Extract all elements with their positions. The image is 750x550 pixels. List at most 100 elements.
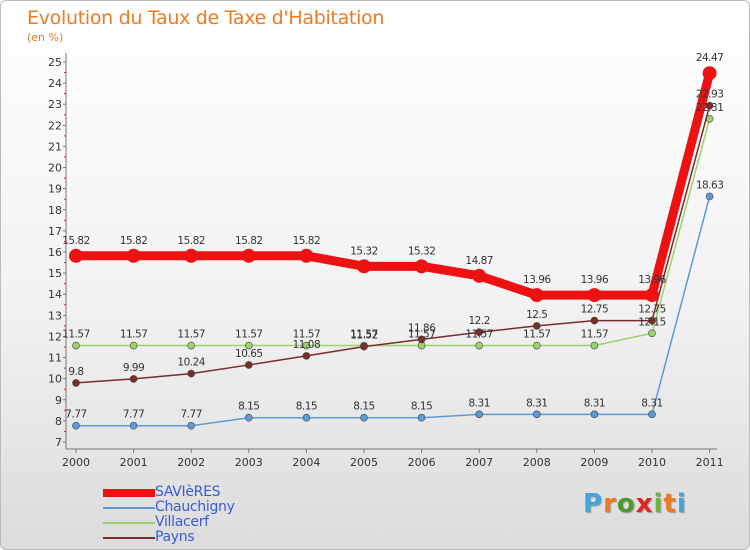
data-label: 15.82 [120,235,148,247]
y-tick-label: 9 [55,394,62,407]
logo-letter: i [653,489,664,519]
data-label: 15.32 [408,245,436,257]
data-label: 13.96 [581,274,609,286]
data-label: 12.75 [638,304,666,316]
y-tick-label: 14 [48,288,62,301]
data-label: 10.65 [235,348,263,360]
legend-label-payns: Payns [155,529,195,545]
data-point [129,421,138,430]
y-tick-label: 10 [48,373,62,386]
y-tick-label: 13 [48,309,62,322]
y-tick-label: 15 [48,267,62,280]
data-point [245,413,253,422]
data-label: 12.5 [526,309,547,321]
data-point [648,410,656,419]
data-point [645,288,659,303]
data-label: 12.2 [469,315,490,327]
data-point [529,288,544,303]
y-tick-label: 20 [48,162,62,175]
data-label: 22.93 [696,89,724,101]
data-label: 15.82 [62,235,90,247]
y-tick-label: 7 [55,436,62,449]
series-line-villacerf [76,118,711,347]
data-point [302,341,311,350]
data-point [187,341,195,350]
data-label: 9.8 [68,366,83,378]
data-point [705,192,714,201]
logo-letter: r [603,489,617,519]
y-tick-label: 22 [48,119,62,132]
data-label: 18.63 [696,179,724,191]
data-point [532,341,541,350]
data-point [648,329,656,338]
data-point [241,248,256,263]
data-label: 8.15 [411,401,432,413]
data-point [532,322,541,330]
data-point [72,421,80,430]
data-point [417,413,426,422]
data-point [129,375,138,383]
data-point [184,248,199,263]
data-label: 11.57 [523,329,551,341]
legend-label-savieres: SAVIèRES [155,484,221,500]
data-label: 8.15 [238,401,259,413]
data-label: 15.82 [293,235,321,247]
data-label: 11.57 [408,329,436,341]
data-point [69,248,83,263]
logo-letter: P [583,489,604,519]
y-tick-label: 17 [48,225,62,238]
data-label: 14.87 [465,255,493,267]
x-tick-label: 2001 [120,456,148,469]
data-point [360,413,368,422]
series-line-chauchigny [76,196,711,427]
x-tick-label: 2008 [523,456,551,469]
data-label: 9.99 [123,362,144,374]
data-point [702,66,717,81]
data-point [187,421,195,430]
x-tick-label: 2007 [465,456,493,469]
data-label: 11.57 [465,329,493,341]
data-point [299,248,314,263]
proxiti-logo: Proxiti [583,489,687,519]
data-point [472,268,487,283]
data-point [302,352,311,360]
data-point [72,379,80,387]
data-label: 7.77 [123,409,144,421]
legend-swatch-chauchigny [103,507,155,509]
legend-swatch-payns [103,537,155,539]
data-label: 24.47 [696,52,724,64]
data-label: 7.77 [181,409,202,421]
data-label: 11.08 [293,339,321,351]
data-point [414,259,429,274]
data-label: 10.24 [177,357,205,369]
data-label: 8.31 [526,397,547,409]
y-tick-label: 16 [48,246,62,259]
chart-title: Evolution du Taux de Taxe d'Habitation [27,7,385,29]
data-point [129,341,138,350]
series-line-payns [75,105,711,384]
x-tick-label: 2005 [350,456,378,469]
data-point [72,341,80,350]
data-label: 15.32 [350,245,378,257]
data-label: 8.15 [296,401,317,413]
data-label: 11.57 [62,329,90,341]
legend-swatch-villacerf [103,522,155,524]
logo-letter: t [663,489,677,519]
y-tick-label: 21 [48,140,62,153]
data-point [302,413,311,422]
data-point [590,316,599,325]
data-label: 11.57 [581,329,609,341]
data-point [475,328,484,337]
y-tick-label: 12 [48,330,62,343]
data-label: 11.57 [235,329,263,341]
legend-label-villacerf: Villacerf [155,514,209,530]
data-label: 15.82 [177,235,205,247]
data-label: 11.57 [293,329,321,341]
data-point [417,335,426,344]
chart-subtitle: (en %) [27,31,64,44]
y-tick-label: 8 [55,415,62,428]
data-label: 11.52 [350,330,378,342]
data-label: 13.96 [523,274,551,286]
